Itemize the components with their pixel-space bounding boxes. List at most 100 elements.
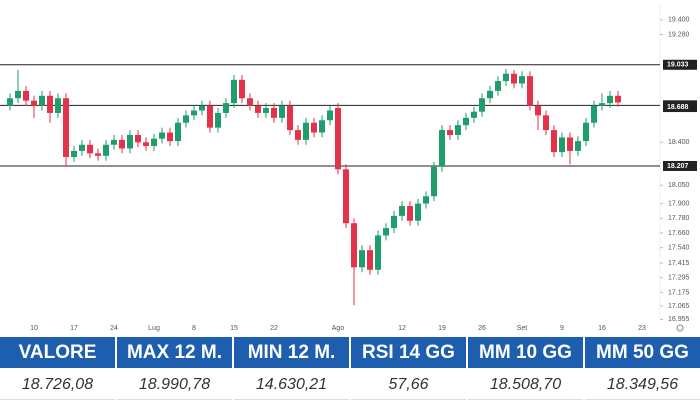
x-tick-label: 10 [30, 325, 38, 332]
x-tick-label: 12 [398, 325, 406, 332]
candle-body [39, 95, 45, 106]
candle-body [407, 206, 413, 221]
candle-body [511, 73, 517, 84]
candle-body [415, 203, 421, 221]
candle-body [215, 112, 221, 128]
y-tick-label: 17.540 [668, 245, 690, 252]
table-header: VALORE [0, 337, 115, 368]
candle-body [343, 169, 349, 224]
table-column: RSI 14 GG 57,66 [351, 337, 466, 400]
x-tick-label: 9 [560, 325, 564, 332]
table-header: MIN 12 M. [234, 337, 349, 368]
candle-body [527, 76, 533, 106]
candle-body [95, 153, 101, 156]
candle-body [295, 130, 301, 140]
x-tick-label: 22 [270, 325, 278, 332]
candle-body [135, 134, 141, 143]
y-tick-label: 17.660 [668, 230, 690, 237]
candle-body [271, 108, 277, 118]
chart: 19.400 19.280 18.400 18.050 17.900 17.780 17.6… [0, 5, 697, 332]
candle-body [279, 105, 285, 118]
candle-body [151, 138, 157, 147]
x-tick-label: Ago [332, 325, 345, 332]
candle-body [175, 122, 181, 142]
candle-body [119, 139, 125, 149]
candle-body [543, 115, 549, 131]
y-tick-label: 18.400 [668, 139, 690, 146]
table-header: RSI 14 GG [351, 337, 466, 368]
candle-body [399, 206, 405, 216]
candle-body [575, 141, 581, 151]
candle-body [247, 98, 253, 106]
x-tick-label: 17 [70, 325, 78, 332]
y-tick-label: 17.175 [668, 289, 690, 296]
y-tick-label: 17.415 [668, 260, 690, 267]
candle-body [311, 122, 317, 133]
candle-body [551, 130, 557, 153]
x-tick-label: 8 [192, 325, 196, 332]
candle-body [567, 137, 573, 151]
level-label: 18.207 [667, 163, 689, 170]
candle-body [103, 144, 109, 156]
candle-body [375, 235, 381, 270]
candle-body [383, 228, 389, 236]
x-tick-label: 15 [230, 325, 238, 332]
candle-body [335, 108, 341, 170]
y-tick-label: 17.065 [668, 303, 690, 310]
candle-body [231, 79, 237, 104]
y-tick-label: 16.955 [668, 316, 690, 323]
table-column: MIN 12 M. 14.630,21 [234, 337, 349, 400]
level-box [663, 160, 697, 171]
candle-body [327, 110, 333, 121]
y-tick-label: 19.280 [668, 31, 690, 38]
candle-body [15, 90, 21, 99]
x-tick-label: 23 [638, 325, 646, 332]
candle-body [23, 90, 29, 101]
candle-body [159, 132, 165, 139]
candle-body [487, 90, 493, 99]
candle-body [287, 105, 293, 131]
candle-body [615, 95, 621, 103]
table-value: 14.630,21 [234, 370, 349, 400]
candle-body [495, 81, 501, 91]
table-column: MM 10 GG 18.508,70 [468, 337, 583, 400]
x-tick-label: 24 [110, 325, 118, 332]
candle-body [47, 95, 53, 113]
candle-body [255, 105, 261, 113]
candle-body [455, 125, 461, 135]
y-tick-label: 18.050 [668, 182, 690, 189]
candle-body [111, 139, 117, 145]
candle-body [31, 100, 37, 106]
candle-body [463, 117, 469, 126]
candle-body [471, 111, 477, 118]
stats-table: VALORE 18.726,08 MAX 12 M. 18.990,78 MIN 12 … [0, 337, 700, 400]
candle-body [359, 250, 365, 268]
candle-body [519, 76, 525, 84]
candle-body [87, 144, 93, 154]
table-header: MM 50 GG [585, 337, 700, 368]
candle-body [183, 115, 189, 123]
level-box [663, 59, 697, 70]
table-value: 57,66 [351, 370, 466, 400]
candle-body [391, 215, 397, 229]
table-value: 18.349,56 [585, 370, 700, 400]
candle-body [583, 122, 589, 142]
candle-body [167, 132, 173, 142]
x-tick-label: Set [517, 325, 528, 332]
price-tag-box [663, 102, 697, 113]
candle-body [591, 105, 597, 123]
x-tick-label: 16 [598, 325, 606, 332]
settings-icon[interactable] [676, 324, 684, 332]
candle-body [431, 166, 437, 197]
candle-body [535, 105, 541, 116]
level-label: 19.033 [667, 62, 689, 69]
x-tick-label: Lug [148, 325, 160, 332]
candle-body [439, 130, 445, 167]
candle-body [71, 150, 77, 158]
table-header: MM 10 GG [468, 337, 583, 368]
candle-body [207, 105, 213, 128]
y-tick-label: 17.780 [668, 215, 690, 222]
candle-body [423, 196, 429, 204]
candle-body [599, 103, 605, 106]
candle-body [127, 134, 133, 149]
